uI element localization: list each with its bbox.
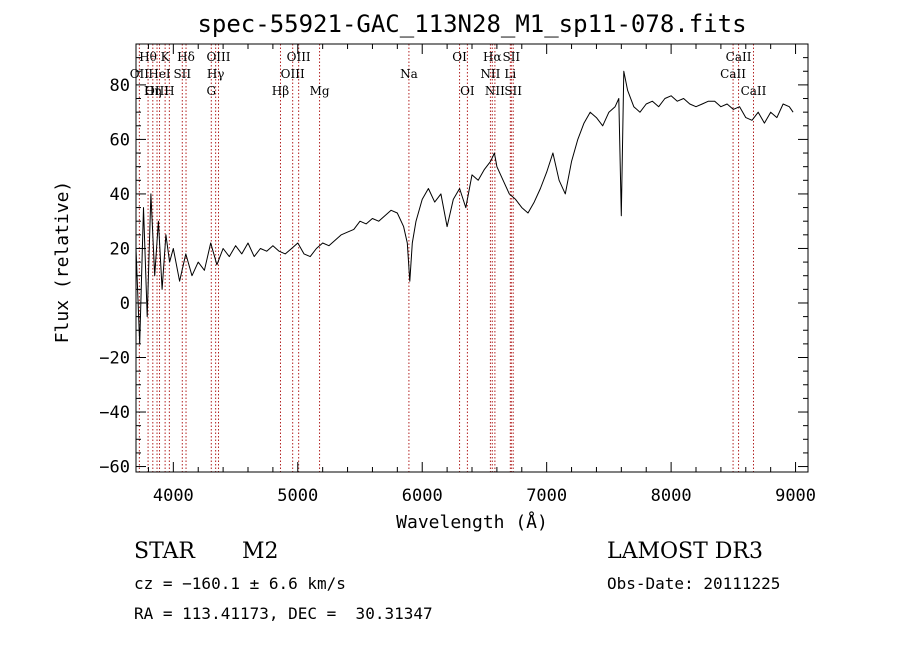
spectral-line-markers (138, 44, 754, 472)
spectral-line-label: OIII (145, 84, 169, 98)
y-tick-label: 20 (110, 239, 130, 259)
spectral-line-label: OII (130, 67, 150, 81)
spectral-line-label: CaII (741, 84, 767, 98)
y-tick-label: 0 (120, 294, 130, 314)
x-tick-label: 6000 (402, 486, 443, 506)
y-tick-label: 60 (110, 130, 130, 150)
object-subclass: M2 (242, 539, 279, 564)
spectral-line-label: H (164, 84, 174, 98)
spectral-line-label: Hα (483, 50, 502, 64)
x-tick-label: 7000 (526, 486, 567, 506)
spectral-line-label: SII (173, 67, 191, 81)
y-tick-label: 40 (110, 185, 130, 205)
spectrum-series (135, 70, 794, 345)
spectral-line-label: OIII (206, 50, 230, 64)
spectral-line-label: SII (504, 84, 522, 98)
object-type: STAR (134, 539, 195, 564)
spectral-line-label: CaII (720, 67, 746, 81)
x-tick-label: 5000 (277, 486, 318, 506)
spectral-line-label: OIII (281, 67, 305, 81)
observation-date: Obs-Date: 20111225 (607, 574, 781, 593)
spectral-line-label: Hη (144, 84, 162, 98)
x-tick-label: 8000 (651, 486, 692, 506)
spectral-line-label: Hβ (272, 84, 289, 98)
spectral-line-label: G (206, 84, 216, 98)
spectral-line-label: NII (480, 67, 500, 81)
x-axis-label: Wavelength (Å) (396, 511, 548, 533)
spectral-line-label: Na (400, 67, 418, 81)
spectral-line-label: OI (452, 50, 467, 64)
y-tick-label: −20 (99, 349, 130, 369)
y-tick-label: −60 (99, 458, 130, 478)
spectral-line-label: OI (460, 84, 475, 98)
y-tick-label: −40 (99, 403, 130, 423)
spectral-line-label: Mg (310, 84, 330, 98)
y-axis-label: Flux (relative) (52, 181, 73, 344)
spectrum-line-0 (135, 70, 794, 345)
sky-coordinates: RA = 113.41173, DEC = 30.31347 (134, 604, 433, 623)
spectral-line-label: SII (502, 50, 520, 64)
axis-ticks: 4000 5000 6000 7000 8000 9000 −60 −40 −20 0 20 40 60… (99, 44, 816, 506)
x-tick-label: 9000 (775, 486, 816, 506)
spectral-line-label: NII (485, 84, 505, 98)
plot-frame (135, 43, 809, 473)
x-tick-label: 4000 (153, 486, 194, 506)
spectral-line-label: K (161, 50, 171, 64)
spectral-line-label: Hθ (139, 50, 157, 64)
survey-name: LAMOST DR3 (607, 539, 763, 564)
redshift-velocity: cz = −160.1 ± 6.6 km/s (134, 574, 346, 593)
chart-title: spec-55921-GAC_113N28_M1_sp11-078.fits (197, 10, 746, 38)
spectral-line-label: OIII (287, 50, 311, 64)
spectral-line-label: Li (504, 67, 516, 81)
spectral-line-label: Hγ (207, 67, 225, 81)
spectral-line-label: CaII (726, 50, 752, 64)
spectral-line-label: HeI (148, 67, 171, 81)
spectral-line-label: Hδ (177, 50, 195, 64)
y-tick-label: 80 (110, 76, 130, 96)
